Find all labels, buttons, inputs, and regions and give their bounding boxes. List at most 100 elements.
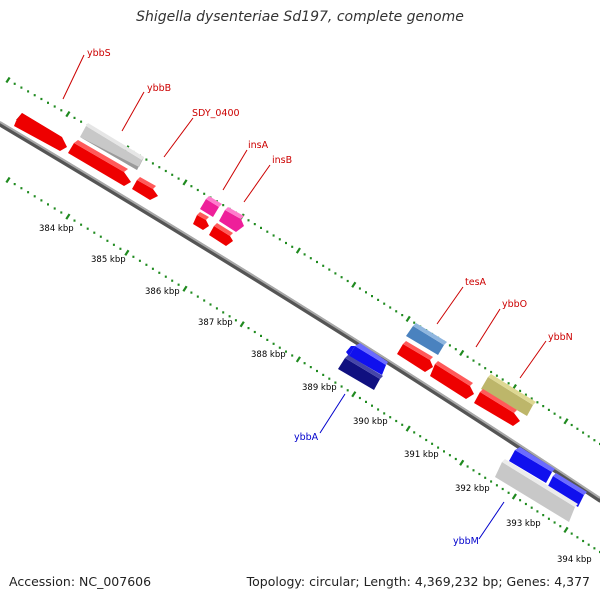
outer-scale-minor-tick [501,378,504,381]
gene-block-insA[interactable] [200,196,222,217]
inner-scale-minor-tick [358,396,361,400]
inner-scale-minor-tick [395,419,398,423]
inner-scale-minor-tick [448,454,451,457]
gene-block-red-mid-2[interactable] [430,361,474,399]
outer-scale-minor-tick [553,412,556,415]
gene-label-insA: insA [248,140,269,151]
inner-scale-major-tick [182,285,188,292]
outer-scale-major-tick [405,315,411,323]
gene-block-ybbM-grey[interactable] [495,459,578,522]
outer-scale-minor-tick [519,389,522,392]
label-leader-lines [62,54,547,540]
outer-scale-major-tick [65,110,71,118]
inner-scale-minor-tick [524,502,527,506]
inner-scale-minor-tick [365,400,367,403]
gene-block-red-long[interactable] [68,140,131,186]
outer-scale-minor-tick [454,348,457,351]
map-title: Shigella dysenteriae Sd197, complete gen… [136,9,464,25]
inner-scale-minor-tick [222,311,225,314]
gene-block-red-small-2[interactable] [209,223,233,246]
outer-scale-minor-tick [587,435,590,438]
kbp-labels: 384 kbp 385 kbp 386 kbp 387 kbp 388 kbp … [39,224,592,565]
inner-scale-minor-tick [132,255,135,258]
leader-ybbA [319,393,346,434]
inner-scale-minor-tick [530,506,533,509]
gene-block-ybbA-light[interactable] [346,343,388,375]
inner-scale-minor-tick [33,195,36,198]
inner-scale-major-tick [405,425,411,432]
inner-scale-minor-tick [542,514,545,517]
inner-scale-minor-tick [303,362,306,365]
gene-label-insB: insB [272,155,292,166]
outer-scale-minor-tick [73,116,76,119]
inner-scale-major-tick [124,249,130,256]
inner-scale-minor-tick [285,350,287,353]
inner-scale-major-tick [5,176,11,184]
gene-block-red-short[interactable] [132,177,158,200]
outer-scale-minor-tick [260,226,262,229]
outer-scale-minor-tick [171,173,174,176]
leader-insA [222,149,248,191]
outer-scale-minor-tick [145,158,148,161]
outer-scale-minor-tick [151,162,154,165]
outer-scale-minor-tick [365,291,367,294]
inner-scale-major-tick [563,526,569,534]
gene-label-ybbB: ybbB [147,83,171,94]
gene-label-SDY_0400: SDY_0400 [192,108,240,119]
outer-scale-minor-tick [247,219,250,222]
kbp-label: 393 kbp [506,519,541,529]
inner-scale-major-tick [65,213,71,220]
inner-scale-minor-tick [490,480,493,483]
leader-tesA [436,286,464,325]
outer-scale-minor-tick [582,431,585,434]
gene-block-ybbS[interactable] [14,113,67,151]
inner-scale-minor-tick [309,366,312,369]
inner-scale-minor-tick [151,267,154,270]
inner-scale-minor-tick [377,408,380,411]
inner-scale-major-tick [295,356,301,363]
inner-scale-minor-tick [20,187,23,190]
leader-ybbS [62,54,85,100]
gene-block-ybbO[interactable] [481,374,536,416]
outer-scale-minor-tick [278,238,281,241]
kbp-label: 387 kbp [198,318,233,328]
outer-scale-minor-tick [334,272,337,275]
inner-scale-minor-tick [234,319,237,322]
outer-scale-major-tick [563,418,569,425]
inner-scale-minor-tick [443,450,445,453]
outer-scale-minor-tick [40,97,43,101]
kbp-label: 386 kbp [145,287,180,297]
inner-scale-minor-tick [501,487,504,491]
inner-scale-minor-tick [334,381,337,384]
outer-scale-major-tick [5,76,11,84]
gene-block-red-mid-3[interactable] [474,389,520,426]
outer-scale-minor-tick [530,397,533,400]
outer-scale-minor-tick [285,241,287,245]
outer-scale-minor-tick [490,370,493,374]
gene-block-insB[interactable] [219,207,244,232]
gene-block-ybbM-blue-2[interactable] [547,473,587,507]
inner-scale-minor-tick [99,235,102,238]
inner-scale-major-tick [351,391,357,398]
gene-block-red-small-1[interactable] [193,212,209,230]
inner-scale-minor-tick [253,330,256,334]
inner-scale-minor-tick [401,423,404,426]
inner-scale-minor-tick [247,327,250,330]
gene-block-ybbM-blue-1[interactable] [509,447,555,483]
outer-scale-minor-tick [164,169,167,173]
inner-scale-minor-tick [328,377,331,380]
inner-scale-minor-tick [413,431,416,434]
outer-scale-minor-tick [309,257,312,260]
gene-block-tesA[interactable] [406,323,447,355]
inner-scale-minor-tick [553,521,556,524]
inner-scale-minor-tick [80,223,83,226]
outer-scale-minor-tick [222,204,225,207]
gene-block-red-mid-1[interactable] [397,341,433,372]
outer-scale-minor-tick [190,185,193,188]
inner-scale-minor-tick [495,484,498,487]
gene-features [14,113,587,522]
gene-block-ybbB[interactable] [80,123,144,170]
gene-block-ybbA-dark[interactable] [338,355,383,390]
inner-scale-minor-tick [27,191,30,194]
inner-scale-minor-tick [86,227,89,230]
